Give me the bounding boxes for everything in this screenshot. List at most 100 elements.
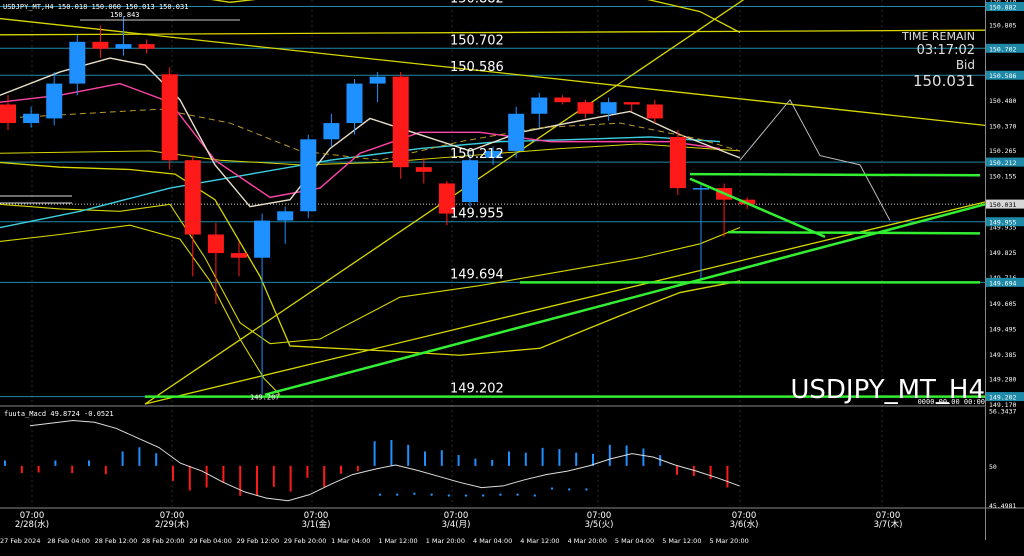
macd-bar-23 — [390, 440, 392, 466]
day-date-1: 2/29(木) — [155, 519, 189, 530]
price-tick-15: 149.385 — [989, 351, 1016, 359]
green-trendline-4[interactable] — [690, 179, 825, 237]
candle-body-1 — [23, 114, 39, 123]
candle-body-8 — [185, 160, 201, 234]
macd-bar-36 — [609, 445, 611, 466]
candle-12 — [277, 207, 293, 244]
high-label: 150.843 — [110, 11, 140, 19]
candle-body-12 — [277, 211, 293, 220]
candle-body-29 — [670, 137, 686, 188]
price-tick-6: 150.265 — [989, 147, 1016, 155]
macd-bar-7 — [122, 451, 124, 465]
macd-dot-10 — [551, 487, 553, 489]
candle-body-16 — [370, 77, 386, 84]
macd-bar-19 — [323, 466, 325, 487]
macd-bar-9 — [155, 453, 157, 466]
green-trendline-2[interactable] — [690, 174, 980, 175]
candle-body-28 — [647, 104, 663, 118]
candle-30 — [693, 183, 709, 278]
macd-bar-11 — [189, 466, 191, 491]
macd-bar-31 — [525, 453, 527, 466]
candle-body-10 — [231, 253, 247, 258]
macd-dot-3 — [430, 493, 432, 495]
time-tick-4: 29 Feb 04:00 — [189, 537, 232, 545]
candle-17 — [393, 72, 409, 179]
price-tick-4: 150.480 — [989, 97, 1016, 105]
time-tick-8: 1 Mar 12:00 — [378, 537, 417, 545]
candle-1 — [23, 107, 39, 128]
macd-tick-2: 45.4981 — [989, 502, 1016, 510]
macd-bar-27 — [458, 455, 460, 466]
candle-2 — [46, 72, 62, 125]
price-axis: 150.910150.805150.702150.586150.480150.3… — [986, 0, 1024, 540]
macd-bar-40 — [676, 466, 678, 475]
time-tick-1: 28 Feb 04:00 — [47, 537, 90, 545]
day-date-5: 3/6(水) — [730, 519, 759, 530]
level-label-0: 150.882 — [450, 0, 504, 7]
ma-cyan — [0, 137, 720, 228]
time-tick-5: 29 Feb 12:00 — [237, 537, 280, 545]
candle-23 — [531, 93, 547, 128]
macd-label: fuuta_Macd 49.8724 -0.0521 — [4, 410, 114, 418]
price-marker-1: 150.702 — [989, 45, 1016, 53]
envelope-lower-2 — [0, 225, 280, 394]
bollinger-lower — [0, 163, 740, 356]
candle-body-18 — [416, 167, 432, 172]
candle-body-25 — [578, 102, 594, 114]
time-remain-value: 03:17:02 — [917, 43, 975, 58]
ma-dashed — [0, 109, 740, 160]
macd-dot-2 — [413, 493, 415, 495]
candle-5 — [116, 16, 132, 55]
time-tick-13: 5 Mar 04:00 — [615, 537, 654, 545]
macd-bar-29 — [491, 460, 493, 466]
level-label-6: 149.202 — [450, 382, 504, 397]
candle-16 — [370, 72, 386, 102]
macd-bar-21 — [357, 466, 359, 471]
macd-dot-9 — [534, 494, 536, 496]
candle-26 — [601, 98, 617, 121]
macd-bar-14 — [239, 466, 241, 496]
day-date-4: 3/5(火) — [585, 520, 614, 530]
low-label: 149.207 — [250, 393, 280, 401]
level-label-4: 149.955 — [450, 207, 504, 222]
candle-body-20 — [462, 160, 478, 202]
price-tick-16: 149.280 — [989, 375, 1016, 383]
candle-body-15 — [347, 84, 363, 123]
day-date-3: 3/4(月) — [442, 520, 471, 530]
bid-label: Bid — [956, 58, 975, 72]
candle-body-6 — [139, 44, 155, 49]
candle-body-14 — [323, 123, 339, 139]
macd-bar-12 — [206, 466, 208, 488]
macd-bar-18 — [306, 466, 308, 478]
green-trendline-3[interactable] — [728, 232, 980, 233]
macd-bar-16 — [273, 466, 275, 487]
candle-body-5 — [116, 44, 132, 49]
envelope-lower — [0, 204, 740, 343]
level-label-1: 150.702 — [450, 33, 504, 48]
candles — [0, 16, 755, 394]
macd-bar-38 — [642, 448, 644, 465]
candle-body-9 — [208, 235, 224, 254]
macd-bar-2 — [38, 466, 40, 473]
candle-body-4 — [92, 42, 108, 49]
price-marker-4: 150.031 — [989, 201, 1016, 209]
macd-bar-17 — [290, 466, 292, 492]
candle-10 — [231, 241, 247, 276]
macd-bar-10 — [172, 466, 174, 481]
macd-dot-0 — [379, 493, 381, 495]
candle-8 — [185, 156, 201, 277]
candle-11 — [254, 214, 270, 395]
candle-13 — [300, 135, 316, 219]
time-tick-11: 4 Mar 12:00 — [520, 537, 559, 545]
macd-bar-3 — [54, 460, 56, 465]
macd-dot-11 — [568, 488, 570, 490]
price-marker-3: 150.212 — [989, 159, 1016, 167]
candle-body-23 — [531, 98, 547, 114]
price-marker-2: 150.586 — [989, 72, 1016, 80]
candle-6 — [139, 39, 155, 53]
macd-bar-5 — [88, 460, 90, 465]
macd-dot-7 — [499, 493, 501, 495]
candle-28 — [647, 100, 663, 123]
